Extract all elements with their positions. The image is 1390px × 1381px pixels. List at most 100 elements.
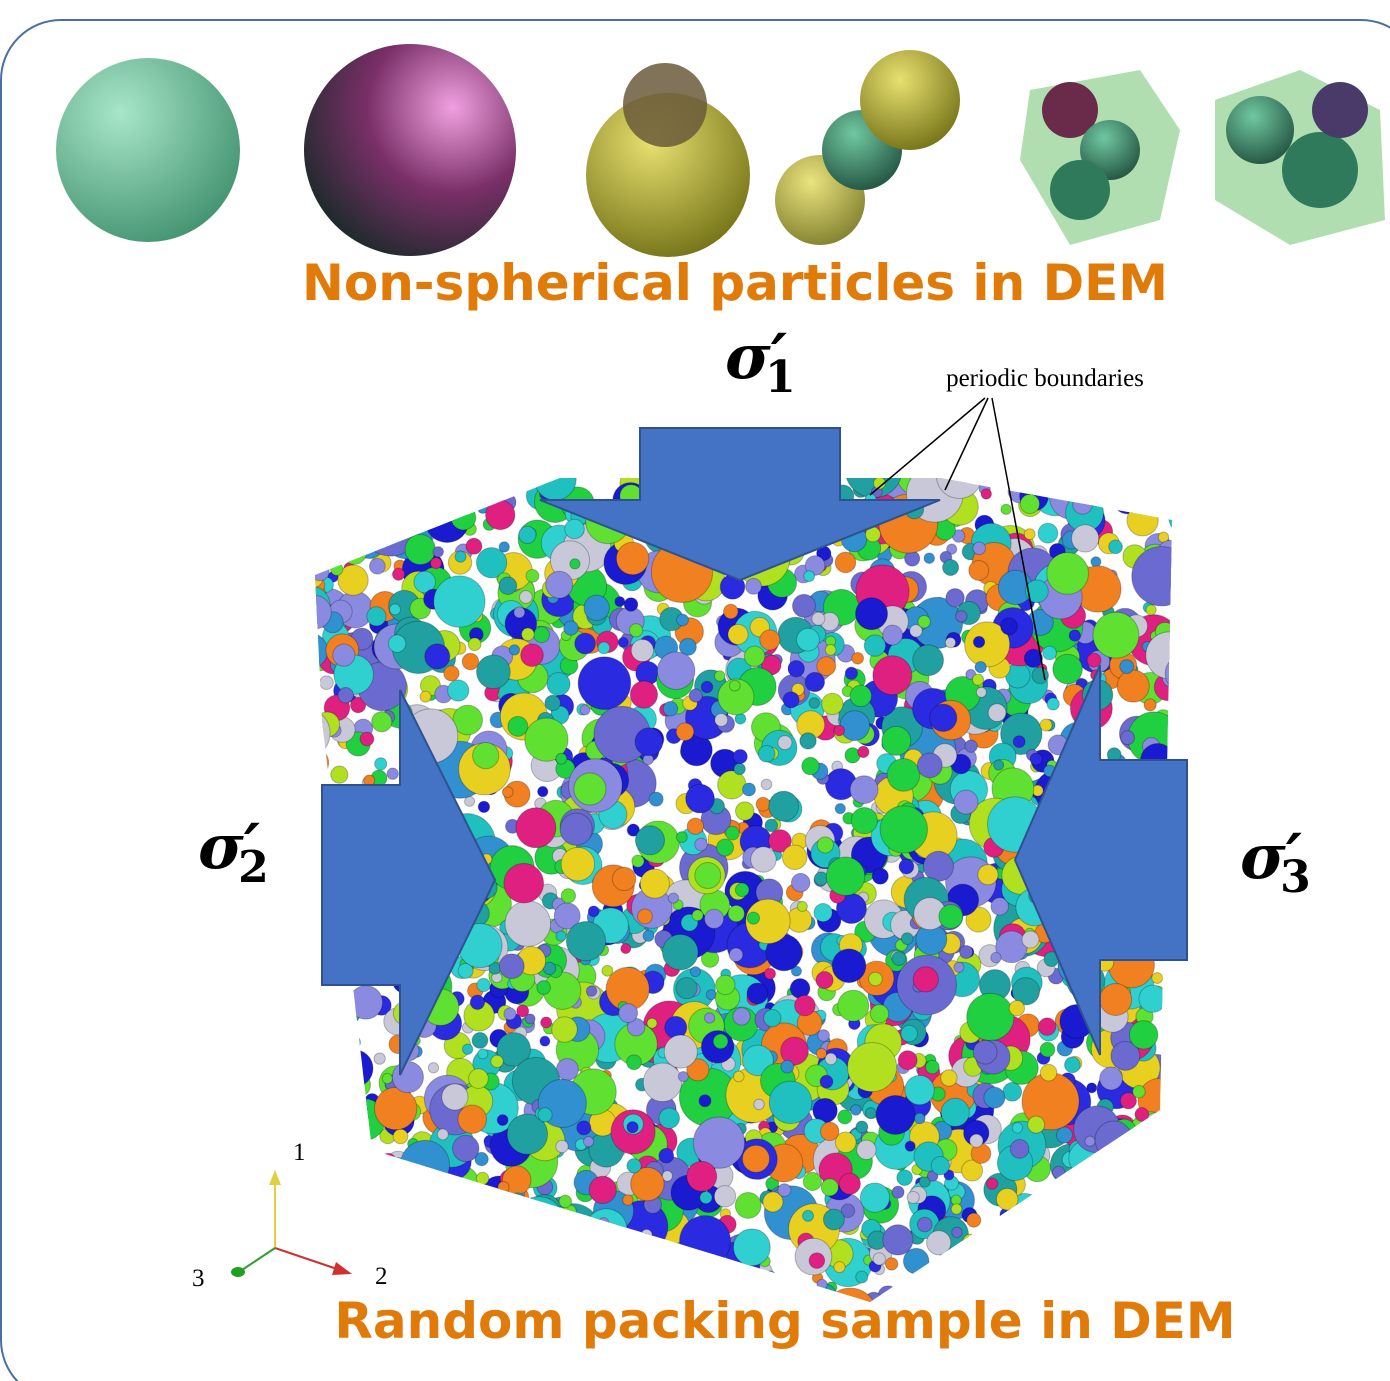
stress-label: σ′3 bbox=[1240, 820, 1311, 903]
particle bbox=[533, 1207, 543, 1217]
particle bbox=[947, 1254, 969, 1276]
particle bbox=[541, 1017, 552, 1028]
particle bbox=[598, 1218, 609, 1229]
particle bbox=[941, 1070, 957, 1086]
particle bbox=[392, 1061, 423, 1092]
particle bbox=[1174, 620, 1191, 637]
particle bbox=[1040, 1064, 1057, 1081]
particle bbox=[960, 945, 973, 958]
particle bbox=[812, 612, 825, 625]
particle bbox=[444, 1201, 460, 1217]
particle bbox=[1089, 1180, 1100, 1191]
particle bbox=[1154, 1128, 1166, 1140]
particle bbox=[1129, 1021, 1157, 1049]
particle bbox=[331, 563, 343, 575]
particle bbox=[1058, 1262, 1077, 1281]
particle bbox=[1093, 612, 1139, 658]
particle bbox=[1047, 1217, 1078, 1248]
particle bbox=[979, 1275, 990, 1286]
particle bbox=[453, 1135, 479, 1161]
particle bbox=[858, 746, 869, 757]
particle bbox=[713, 1034, 728, 1049]
particle bbox=[1091, 1262, 1115, 1286]
particle bbox=[397, 502, 410, 515]
particle bbox=[659, 1108, 679, 1128]
particle bbox=[517, 1262, 528, 1273]
particle bbox=[969, 561, 989, 581]
particle bbox=[1139, 1222, 1170, 1253]
particle bbox=[415, 511, 429, 525]
particle bbox=[1011, 1235, 1024, 1248]
particle bbox=[714, 671, 725, 682]
particle bbox=[325, 1218, 376, 1269]
particle bbox=[1032, 667, 1048, 683]
particle bbox=[329, 520, 342, 533]
particle bbox=[379, 488, 392, 501]
particle bbox=[991, 952, 1001, 962]
particle bbox=[704, 1013, 714, 1023]
particle bbox=[388, 635, 405, 652]
particle bbox=[1115, 1243, 1129, 1257]
particle bbox=[746, 578, 762, 594]
particle bbox=[764, 1009, 781, 1026]
particle bbox=[1157, 1185, 1199, 1227]
particle bbox=[535, 1250, 548, 1263]
particle bbox=[1144, 699, 1156, 711]
particle bbox=[817, 1279, 827, 1289]
particle bbox=[405, 534, 435, 564]
particle bbox=[913, 967, 938, 992]
particle bbox=[417, 469, 448, 500]
particle bbox=[809, 698, 820, 709]
particle bbox=[927, 1267, 946, 1286]
particle bbox=[954, 790, 978, 814]
particle bbox=[493, 1252, 504, 1263]
particle bbox=[735, 883, 749, 897]
particle bbox=[856, 598, 888, 630]
particle bbox=[1146, 605, 1156, 615]
particle bbox=[288, 950, 312, 974]
particle bbox=[1095, 1195, 1146, 1246]
particle bbox=[519, 526, 536, 543]
particle bbox=[870, 1005, 888, 1023]
particle bbox=[1009, 1001, 1024, 1016]
particle bbox=[647, 1018, 657, 1028]
particle bbox=[826, 857, 865, 896]
particle bbox=[544, 1204, 600, 1260]
particle bbox=[800, 733, 816, 749]
particle bbox=[575, 633, 596, 654]
particle bbox=[1103, 1214, 1115, 1226]
particle bbox=[1008, 448, 1033, 473]
particle bbox=[1117, 1131, 1148, 1162]
particle bbox=[521, 644, 544, 667]
particle bbox=[1094, 1240, 1105, 1251]
particle bbox=[1074, 461, 1084, 471]
particle bbox=[622, 1247, 634, 1259]
particle bbox=[619, 1004, 638, 1023]
particle bbox=[561, 889, 575, 903]
particle bbox=[1177, 1056, 1198, 1077]
particle bbox=[472, 1033, 488, 1049]
particle bbox=[1028, 1116, 1045, 1133]
particle bbox=[297, 870, 308, 881]
particle bbox=[930, 704, 957, 731]
particle bbox=[322, 1128, 333, 1139]
particle bbox=[627, 1055, 642, 1070]
particle bbox=[367, 1165, 398, 1196]
particle bbox=[676, 832, 687, 843]
particle bbox=[305, 1002, 334, 1031]
particle bbox=[1085, 1167, 1104, 1186]
particle bbox=[1058, 1178, 1072, 1192]
particle bbox=[641, 1229, 652, 1240]
particle bbox=[857, 1140, 876, 1159]
particle bbox=[1151, 1183, 1183, 1215]
particle bbox=[1094, 1175, 1107, 1188]
particle bbox=[744, 646, 764, 666]
particle bbox=[374, 1053, 385, 1064]
particle bbox=[334, 489, 356, 511]
particle bbox=[315, 1049, 330, 1064]
particle bbox=[805, 672, 824, 691]
particle bbox=[822, 693, 843, 714]
particle bbox=[596, 1256, 607, 1267]
particle bbox=[496, 1252, 518, 1274]
particle bbox=[420, 511, 436, 527]
